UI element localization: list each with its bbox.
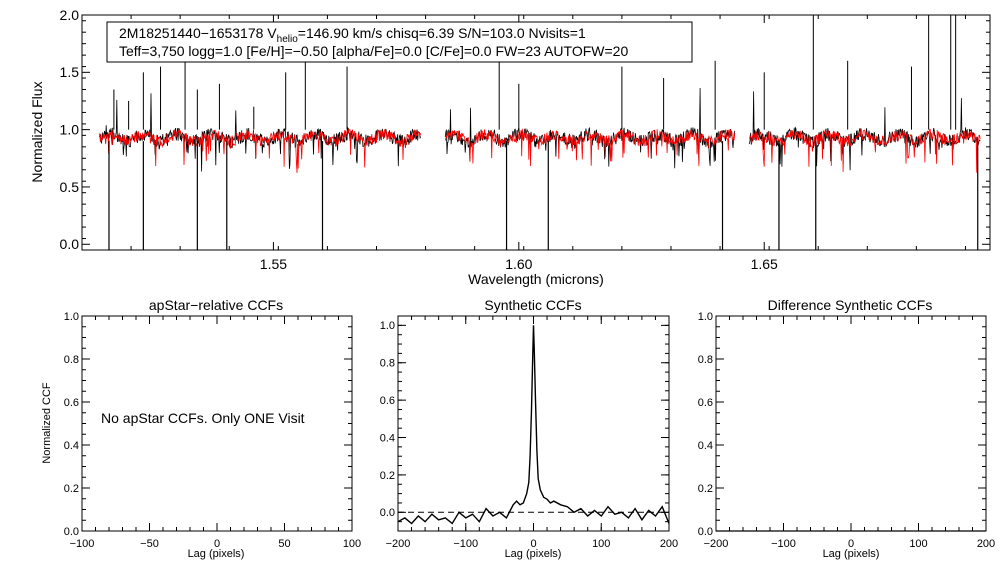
y-tick-label: 0.2: [64, 483, 79, 495]
x-tick-label: 1.60: [505, 256, 532, 272]
spectrum-panel: 1.55 1.60 1.65 0.0 0.5 1.0 1.5 2.0 Normalized F…: [29, 7, 991, 287]
x-tick-label: 100: [343, 538, 361, 550]
info-box-frame: [106, 21, 693, 63]
synthetic-panel: Synthetic CCFs −200 −100 0 100 200 0.0 0.2 0.4 0…: [380, 297, 678, 560]
x-tick-label: −100: [70, 538, 95, 550]
model-spectrum-line: [749, 128, 981, 173]
y-tick-label: 0.2: [380, 470, 395, 482]
y-tick-label: 0.0: [698, 526, 713, 538]
x-tick-label: −100: [771, 538, 796, 550]
y-tick-label: 0.0: [64, 526, 79, 538]
info-line-1: 2M18251440−1653178 Vhelio=146.90 km/s ch…: [119, 25, 586, 45]
apstar-title: apStar−relative CCFs: [149, 297, 283, 313]
y-tick-label: 0.6: [64, 397, 79, 409]
y-tick-label: 0.8: [64, 354, 79, 366]
x-tick-label: −100: [453, 538, 478, 550]
spectrum-ticks: 1.55 1.60 1.65 0.0 0.5 1.0 1.5 2.0: [60, 7, 990, 272]
difference-xlabel: Lag (pixels): [823, 548, 880, 560]
spectrum-ylabel: Normalized Flux: [29, 81, 45, 182]
apstar-ylabel: Normalized CCF: [41, 382, 53, 464]
x-tick-label: 0: [214, 538, 220, 550]
x-tick-label: 1.65: [751, 256, 778, 272]
y-tick-label: 0.6: [380, 395, 395, 407]
x-tick-label: 200: [977, 538, 995, 550]
x-tick-label: 0: [530, 538, 536, 550]
y-tick-label: 0.0: [380, 507, 395, 519]
apstar-ticks: −100 −50 0 50 100 0.0 0.2 0.4 0.6 0.8 1.0: [64, 311, 361, 550]
apstar-xlabel: Lag (pixels): [188, 548, 245, 560]
spectrum-xlabel: Wavelength (microns): [468, 271, 604, 287]
difference-panel: Difference Synthetic CCFs −200 −100 0 100 20…: [698, 297, 995, 560]
y-tick-label: 0.4: [380, 432, 395, 444]
y-tick-label: 1.0: [698, 311, 713, 323]
y-tick-label: 0.5: [60, 179, 80, 195]
y-tick-label: 1.0: [64, 311, 79, 323]
synthetic-ccf-line: [397, 325, 670, 525]
info-line-1-prefix: 2M18251440−1653178 V: [119, 25, 277, 41]
y-tick-label: 1.0: [60, 122, 80, 138]
spectrum-info-box: 2M18251440−1653178 Vhelio=146.90 km/s ch…: [106, 21, 693, 63]
synthetic-ticks: −200 −100 0 100 200 0.0 0.2 0.4 0.6 0.8 1.0: [380, 316, 678, 550]
apstar-panel: apStar−relative CCFs −100 −50 0 50 100 0.0 0.2…: [41, 297, 361, 560]
apstar-annotation: No apStar CCFs. Only ONE Visit: [101, 410, 305, 426]
info-line-1-suffix: =146.90 km/s chisq=6.39 S/N=103.0 Nvisit…: [298, 25, 586, 41]
x-tick-label: −200: [386, 538, 411, 550]
y-tick-label: 0.8: [698, 354, 713, 366]
y-tick-label: 2.0: [60, 7, 80, 23]
x-tick-label: −50: [140, 538, 159, 550]
model-spectrum-line: [98, 128, 422, 173]
observed-spectrum-line: [98, 93, 422, 172]
synthetic-title: Synthetic CCFs: [484, 297, 581, 313]
difference-ticks: −200 −100 0 100 200 0.0 0.2 0.4 0.6 0.8 1.0: [698, 311, 995, 550]
y-tick-label: 0.6: [698, 397, 713, 409]
x-tick-label: 50: [278, 538, 290, 550]
info-line-1-subscript: helio: [277, 34, 299, 45]
spectrum-data: [98, 15, 981, 250]
y-tick-label: 0.8: [380, 358, 395, 370]
x-tick-label: 200: [660, 538, 678, 550]
observed-spectrum-line: [444, 87, 736, 169]
y-tick-label: 0.0: [60, 236, 80, 252]
info-line-2: Teff=3,750 logg=1.0 [Fe/H]=−0.50 [alpha/…: [119, 43, 628, 59]
difference-title: Difference Synthetic CCFs: [768, 297, 933, 313]
y-tick-label: 0.4: [64, 440, 79, 452]
y-tick-label: 1.0: [380, 320, 395, 332]
spectrum-plot-frame: [81, 14, 991, 251]
synthetic-xlabel: Lag (pixels): [505, 548, 562, 560]
x-tick-label: 100: [592, 538, 610, 550]
x-tick-label: 1.55: [260, 256, 287, 272]
y-tick-label: 1.5: [60, 64, 80, 80]
x-tick-label: 0: [848, 538, 854, 550]
y-tick-label: 0.4: [698, 440, 713, 452]
x-tick-label: −200: [704, 538, 729, 550]
x-tick-label: 100: [909, 538, 927, 550]
difference-plot-frame: [715, 315, 987, 532]
y-tick-label: 0.2: [698, 483, 713, 495]
model-spectrum-line: [444, 128, 736, 167]
